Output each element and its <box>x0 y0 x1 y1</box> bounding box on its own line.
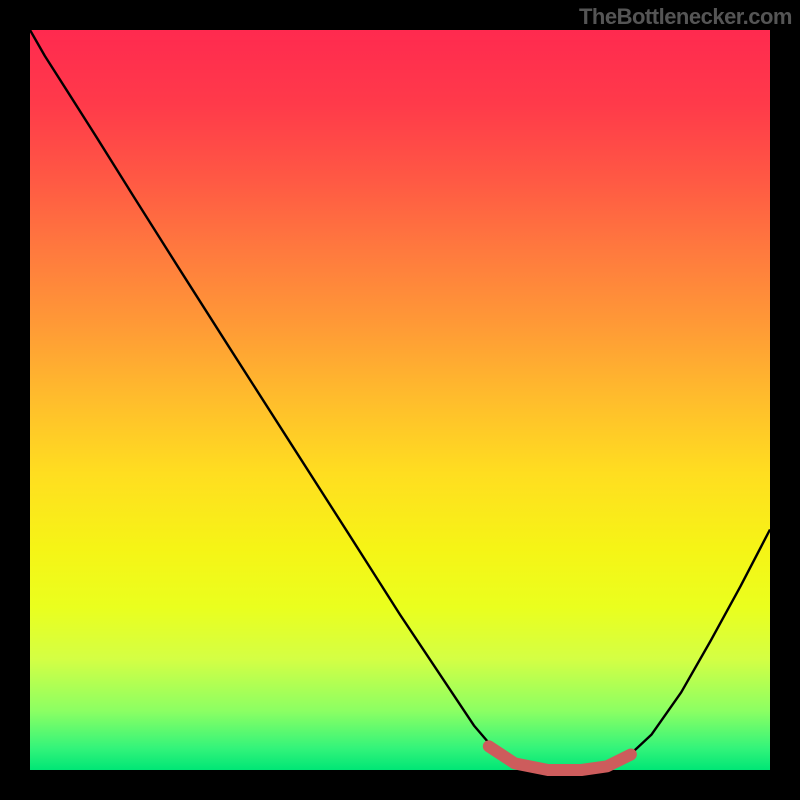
watermark-label: TheBottlenecker.com <box>579 4 792 30</box>
plot-gradient <box>30 30 770 770</box>
chart-container: TheBottlenecker.com <box>0 0 800 800</box>
bottleneck-chart <box>0 0 800 800</box>
